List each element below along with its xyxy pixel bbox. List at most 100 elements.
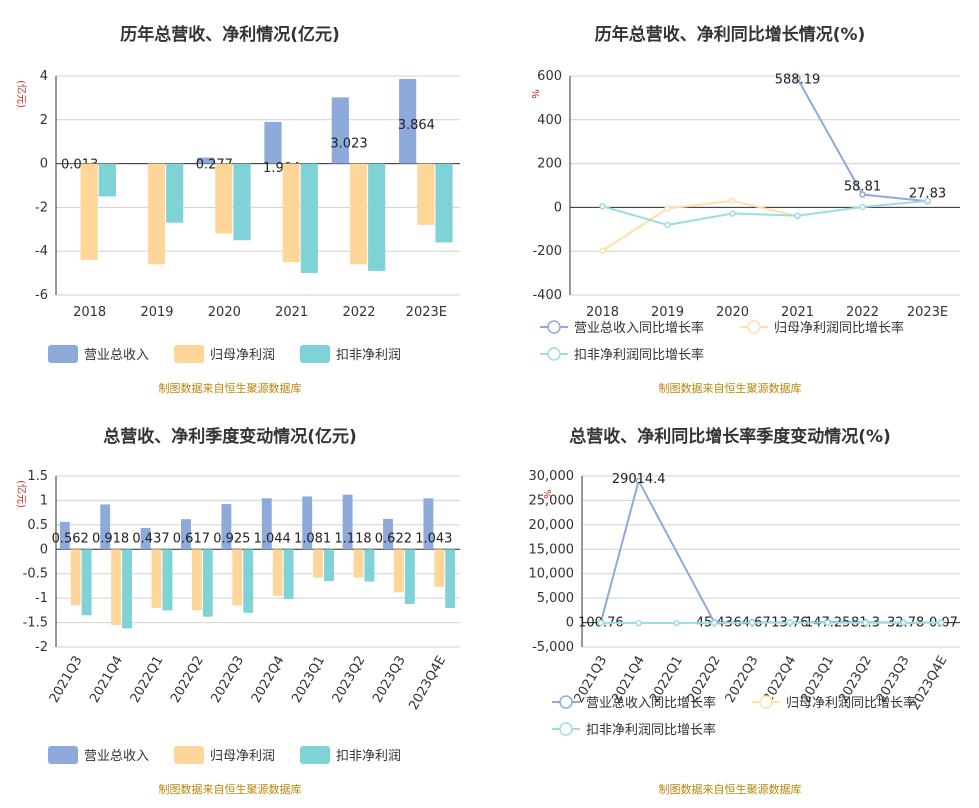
line-point xyxy=(599,247,606,255)
chart-panel-2: 历年总营收、净利同比增长情况(%)% 600 400 200 0 -200 -400 2018… xyxy=(529,24,960,395)
bar-revenue xyxy=(331,97,349,164)
y-tick-label: 0 xyxy=(40,542,48,557)
bar-deducted-profit xyxy=(435,163,453,243)
y-tick-label: 30,000 xyxy=(529,469,575,484)
bar-data-label: 1.044 xyxy=(254,531,291,546)
line-point xyxy=(924,197,931,205)
legend-marker xyxy=(559,722,573,736)
x-tick-label: 2023E xyxy=(907,305,948,320)
legend-swatch xyxy=(174,345,204,363)
bar-deducted-profit xyxy=(404,549,415,605)
y-tick-label: 25,000 xyxy=(529,493,575,508)
bar-net-profit xyxy=(232,549,243,606)
y-tick-label: -1.5 xyxy=(23,616,48,631)
chart-panel-1: 历年总营收、净利情况(亿元) (亿元) 4 2 0 -2 -4 -6 2018 2019 2020 2… xyxy=(15,24,460,395)
bar-net-profit xyxy=(353,549,364,578)
bar-data-label: 3.023 xyxy=(330,136,367,151)
chart-panel-3: 总营收、净利季度变动情况(亿元) (亿元)1.5 1 0.5 0 -0.5 -1 -1.5 -2… xyxy=(15,426,460,796)
bar-deducted-profit xyxy=(300,163,318,274)
bar-net-profit xyxy=(215,163,233,234)
bar-deducted-profit xyxy=(324,549,334,582)
legend-label: 营业总收入同比增长率 xyxy=(586,695,716,711)
bar-data-label: 1.081 xyxy=(294,531,331,546)
x-tick-label: 2021 xyxy=(275,305,308,320)
legend-swatch xyxy=(174,746,204,764)
y-tick-label: -5,000 xyxy=(532,640,574,655)
bar-revenue xyxy=(59,521,70,550)
bar-data-label: 0.562 xyxy=(52,531,89,546)
y-tick-label: -6 xyxy=(35,288,48,303)
legend-label: 扣非净利润 xyxy=(336,749,401,764)
legend-label: 营业总收入同比增长率 xyxy=(574,320,704,336)
y-tick-label: 0 xyxy=(566,616,574,631)
line-point xyxy=(635,619,642,627)
x-tick-label: 2022Q3 xyxy=(723,654,762,706)
legend-marker xyxy=(547,320,561,334)
line-point xyxy=(599,203,606,210)
legend-swatch xyxy=(300,345,330,363)
x-tick-label: 2022Q1 xyxy=(128,654,167,706)
chart-title: 总营收、净利季度变动情况(亿元) xyxy=(103,426,357,447)
x-tick-label: 2023E xyxy=(406,305,447,320)
bar-deducted-profit xyxy=(202,549,213,617)
source-note: 制图数据来自恒生聚源数据库 xyxy=(659,782,802,796)
y-tick-label: 1 xyxy=(40,493,48,508)
line-data-label: 29014.4 xyxy=(612,472,666,487)
line-point xyxy=(937,619,945,626)
x-tick-label: 2023Q2 xyxy=(330,654,369,706)
legend-swatch xyxy=(300,746,330,764)
bar-net-profit xyxy=(282,163,300,263)
x-tick-label: 2018 xyxy=(586,305,619,320)
line-data-label: 58.81 xyxy=(844,180,881,195)
bar-deducted-profit xyxy=(166,163,184,223)
bar-revenue xyxy=(197,157,215,164)
legend-marker xyxy=(559,695,573,709)
line-point xyxy=(673,619,680,627)
line-point xyxy=(786,619,794,626)
line-point xyxy=(859,191,866,198)
source-note: 制图数据来自恒生聚源数据库 xyxy=(159,782,302,796)
legend-label: 扣非净利润同比增长率 xyxy=(586,722,716,738)
chart-title: 历年总营收、净利情况(亿元) xyxy=(120,24,340,45)
legend-label: 扣非净利润 xyxy=(336,348,401,363)
bar-net-profit xyxy=(70,549,81,606)
x-tick-label: 2020 xyxy=(208,305,241,320)
y-tick-label: -2 xyxy=(35,640,48,655)
x-tick-label: 2023Q3 xyxy=(370,654,409,706)
source-note: 制图数据来自恒生聚源数据库 xyxy=(659,381,802,395)
legend-marker xyxy=(759,695,773,709)
x-tick-label: 2022 xyxy=(342,305,375,320)
bar-revenue xyxy=(261,498,272,550)
bar-data-label: 1.043 xyxy=(415,531,452,546)
chart-panel-4: 总营收、净利同比增长率季度变动情况(%)% 30,000 25,000 20,000 1… xyxy=(529,426,960,796)
y-tick-label: 0 xyxy=(40,157,48,172)
bar-revenue xyxy=(383,518,393,550)
bar-deducted-profit xyxy=(445,549,456,608)
x-tick-label: 2018 xyxy=(73,305,106,320)
bar-data-label: 0.437 xyxy=(132,531,169,546)
x-tick-label: 2021Q4 xyxy=(87,654,126,706)
legend: 营业总收入 归母净利润 扣非净利润 xyxy=(48,345,401,363)
y-tick-label: 15,000 xyxy=(529,542,575,557)
line-point xyxy=(794,75,801,82)
legend-swatch xyxy=(48,746,78,764)
bar-deducted-profit xyxy=(162,549,173,611)
bar-net-profit xyxy=(272,549,283,596)
bar-net-profit xyxy=(393,549,404,593)
line-data-label: 27.83 xyxy=(909,186,946,201)
legend-label: 归母净利润 xyxy=(210,348,275,363)
x-tick-label: 2019 xyxy=(140,305,173,320)
bar-revenue xyxy=(140,527,151,550)
y-tick-label: 1.5 xyxy=(27,469,48,484)
bar-revenue xyxy=(100,504,111,550)
y-tick-label: 4 xyxy=(40,69,48,84)
line-point xyxy=(664,205,671,212)
bar-net-profit xyxy=(434,549,445,587)
y-tick-label: -1 xyxy=(35,591,48,606)
line-point xyxy=(862,619,869,626)
bar-net-profit xyxy=(147,163,166,265)
line-data-label: 588.19 xyxy=(775,73,821,88)
